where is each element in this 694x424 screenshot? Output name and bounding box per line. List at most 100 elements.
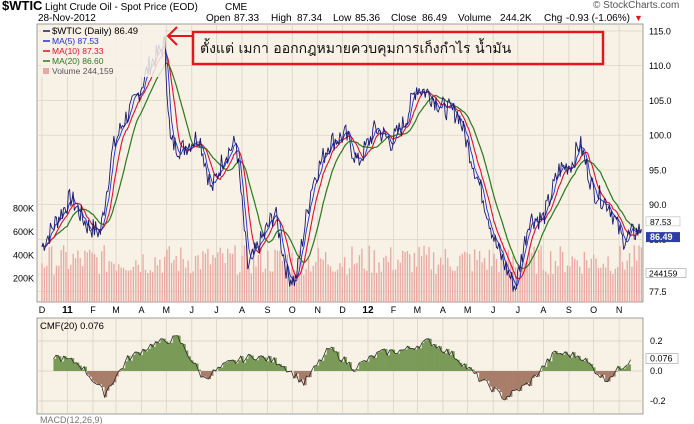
volume-bar bbox=[120, 267, 122, 302]
volume-bar bbox=[207, 248, 209, 302]
cmf-bar bbox=[63, 356, 67, 371]
volume-bar bbox=[110, 261, 113, 302]
volume-bar bbox=[476, 259, 478, 302]
cmf-bar bbox=[416, 346, 420, 371]
volume-bar bbox=[62, 245, 65, 302]
volume-bar bbox=[173, 259, 175, 302]
cmf-bar bbox=[600, 371, 603, 378]
volume-bar bbox=[552, 274, 554, 302]
cmf-bar bbox=[476, 371, 480, 373]
volume-bar bbox=[317, 247, 319, 302]
volume-bar bbox=[636, 260, 638, 302]
volume-bar bbox=[264, 268, 267, 302]
volume-bar bbox=[250, 273, 252, 302]
volume-bar bbox=[566, 265, 569, 302]
ma-last-label-box bbox=[645, 216, 681, 227]
volume-bar bbox=[327, 264, 329, 302]
volume-bar bbox=[597, 268, 600, 302]
cmf-bar bbox=[554, 351, 558, 371]
volume-bar bbox=[493, 253, 495, 302]
legend-volume: Volume 244,159 bbox=[52, 66, 114, 76]
volume-bar bbox=[399, 262, 401, 302]
cmf-bar bbox=[113, 371, 117, 383]
x-tick-label: N bbox=[315, 305, 322, 315]
volume-bar bbox=[81, 266, 84, 302]
cmf-bar bbox=[474, 371, 477, 374]
volume-bar bbox=[385, 255, 387, 302]
volume-bar bbox=[579, 266, 581, 302]
cmf-bar bbox=[104, 371, 108, 398]
legend-macd: MACD(12,26,9) bbox=[40, 415, 103, 424]
cmf-bar bbox=[106, 371, 110, 391]
volume-axis: 800K 600K 400K 200K 244159 bbox=[13, 204, 687, 284]
volume-bar bbox=[204, 253, 207, 302]
volume-bar bbox=[199, 269, 202, 302]
volume-bar bbox=[510, 262, 512, 302]
cmf-bar bbox=[428, 338, 432, 371]
volume-bar bbox=[284, 258, 286, 302]
cmf-bar bbox=[376, 352, 380, 371]
cmf-bar bbox=[446, 349, 450, 371]
volume-bar bbox=[305, 268, 307, 302]
cmf-bar bbox=[271, 362, 275, 371]
cmf-bar bbox=[514, 371, 518, 391]
x-tick-label: A bbox=[139, 305, 145, 315]
volume-bar bbox=[279, 250, 281, 302]
cmf-bar bbox=[585, 358, 589, 371]
cmf-bar bbox=[610, 371, 614, 378]
volume-bar bbox=[371, 272, 373, 302]
volume-bar bbox=[619, 246, 621, 302]
volume-bar bbox=[149, 270, 151, 302]
cmf-bar bbox=[263, 357, 267, 371]
volume-bar bbox=[125, 270, 127, 302]
volume-bar bbox=[505, 262, 507, 302]
cmf-bar bbox=[580, 359, 584, 371]
cmf-bar bbox=[91, 371, 95, 381]
volume-bar bbox=[423, 245, 425, 302]
cmf-bar bbox=[81, 369, 85, 371]
x-tick-label: A bbox=[239, 305, 245, 315]
cmf-bar bbox=[198, 369, 202, 371]
cmf-bar bbox=[293, 371, 297, 379]
volume-bar bbox=[542, 269, 545, 302]
volume-bar bbox=[194, 255, 197, 302]
volume-bar bbox=[437, 264, 439, 302]
volume-bar bbox=[554, 260, 557, 302]
volume-bar bbox=[547, 274, 549, 302]
cmf-bar bbox=[481, 371, 485, 381]
volume-bar bbox=[442, 264, 444, 302]
volume-bar bbox=[276, 250, 279, 302]
volume-bar bbox=[166, 249, 168, 302]
volume-tick-label: 400K bbox=[13, 250, 34, 260]
volume-bar bbox=[339, 263, 341, 302]
volume-bar bbox=[538, 249, 540, 302]
volume-bar bbox=[229, 253, 231, 302]
cmf-tick-label: 0.076 bbox=[650, 354, 673, 364]
cmf-bar bbox=[607, 371, 611, 382]
cmf-bar bbox=[150, 344, 154, 371]
cmf-bar bbox=[544, 366, 548, 371]
volume-bar bbox=[219, 247, 221, 302]
cmf-bar bbox=[256, 360, 259, 371]
cmf-bar bbox=[268, 356, 272, 371]
price-legend: $WTIC (Daily) 86.49 MA(5) 87.53 MA(10) 8… bbox=[41, 26, 165, 77]
volume-bar bbox=[491, 266, 493, 302]
cmf-bar bbox=[590, 364, 594, 371]
chart-header: $WTIC Light Crude Oil - Spot Price (EOD)… bbox=[0, 0, 694, 24]
cmf-bar bbox=[622, 368, 626, 371]
volume-bar bbox=[182, 259, 184, 302]
cmf-bar bbox=[190, 360, 194, 371]
cmf-bar bbox=[575, 357, 579, 371]
cmf-bar bbox=[334, 351, 338, 371]
exchange: CME bbox=[225, 2, 248, 13]
cmf-bar bbox=[140, 355, 144, 371]
volume-bar bbox=[545, 271, 547, 302]
cmf-bar bbox=[531, 371, 535, 378]
volume-bar bbox=[307, 256, 310, 302]
cmf-bar bbox=[524, 371, 528, 385]
volume-bar bbox=[390, 247, 392, 302]
volume-bar bbox=[197, 255, 199, 302]
volume-bar bbox=[170, 262, 173, 302]
volume-bar bbox=[312, 265, 314, 302]
cmf-bar bbox=[180, 342, 184, 371]
